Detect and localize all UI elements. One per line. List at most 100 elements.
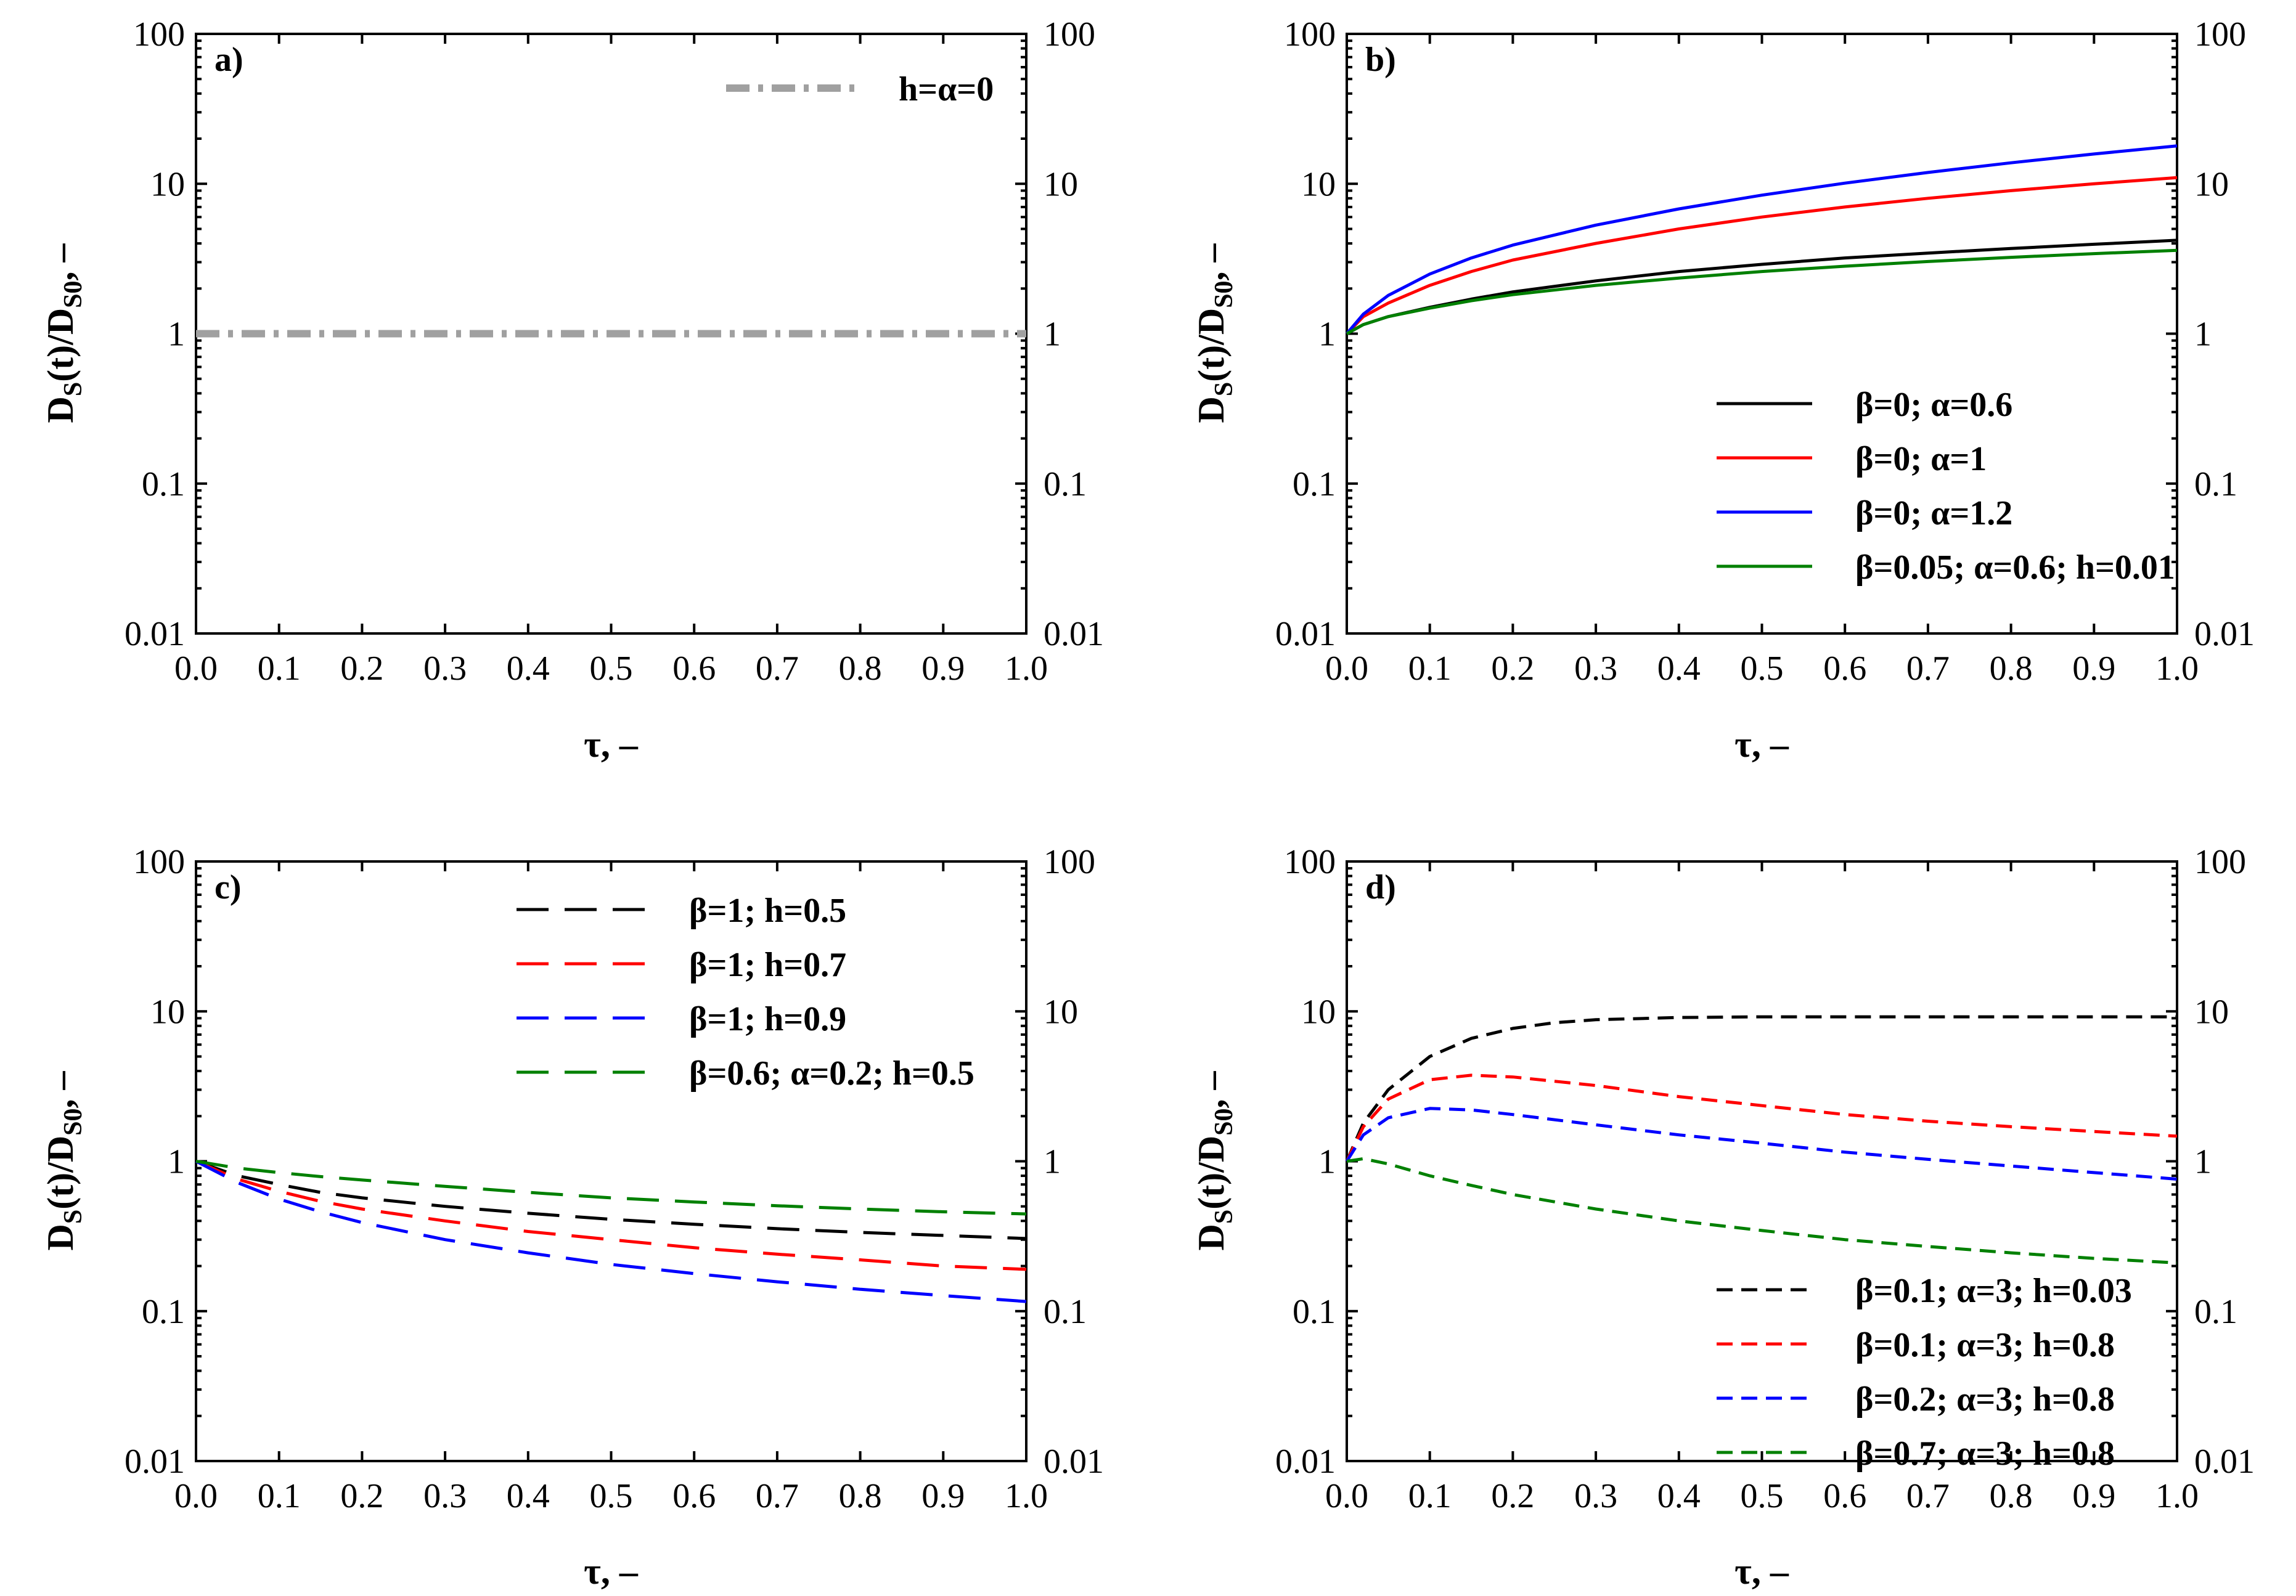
legend: β=0.1; α=3; h=0.03 β=0.1; α=3; h=0.8 β=0.2…	[1717, 1272, 2132, 1473]
x-tick-label: 0.2	[340, 1477, 383, 1515]
x-axis-title: τ, –	[584, 1551, 639, 1592]
x-tick-label: 0.4	[507, 649, 550, 688]
series-line	[1346, 248, 2178, 335]
x-tick-label: 0.9	[2072, 649, 2115, 688]
x-tick-group: 0.0 0.1 0.2 0.3 0.4 0.5 0.6 0.7 0.8 0.9 1.0	[174, 861, 1048, 1515]
plot-frame	[1346, 860, 2178, 1462]
series-line	[195, 1160, 1027, 1216]
x-tick-label: 0.3	[1574, 649, 1617, 688]
x-tick-label: 0.7	[756, 649, 799, 688]
y-tick-label-right: 0.01	[1044, 1443, 1104, 1481]
x-tick-label: 0.5	[590, 649, 633, 688]
legend-label: β=0.1; α=3; h=0.03	[1855, 1272, 2132, 1310]
y-tick-label-left: 1	[1318, 1143, 1336, 1181]
y-tick-label-left: 0.1	[142, 465, 185, 503]
x-tick-label: 0.5	[1741, 649, 1784, 688]
y-tick-label-left: 0.01	[1275, 615, 1336, 653]
y-axis-title: DS(t)/DS0, –	[1191, 1070, 1238, 1250]
panel-a: 0.0 0.1 0.2 0.3 0.4 0.5 0.6 0.7 0.8 0.9 1.0 0.01 0.…	[40, 15, 1104, 765]
x-tick-group: 0.0 0.1 0.2 0.3 0.4 0.5 0.6 0.7 0.8 0.9 1.0	[174, 34, 1048, 688]
legend-label: β=0.7; α=3; h=0.8	[1855, 1435, 2115, 1473]
series-line	[195, 1160, 1027, 1271]
x-tick-label: 0.8	[1990, 649, 2033, 688]
panel-label: d)	[1365, 868, 1396, 906]
y-tick-label-left: 10	[150, 165, 185, 203]
y-tick-label-left: 10	[1301, 165, 1336, 203]
y-tick-group: 0.01 0.01 0.1 0.1 1 1 10 10 100 100	[125, 843, 1104, 1481]
y-tick-label-right: 1	[1044, 316, 1061, 354]
y-tick-label-left: 1	[168, 1143, 185, 1181]
x-tick-group: 0.0 0.1 0.2 0.3 0.4 0.5 0.6 0.7 0.8 0.9 1.0	[1325, 861, 2199, 1515]
y-tick-label-right: 1	[2194, 1143, 2212, 1181]
x-tick-label: 1.0	[1005, 1477, 1048, 1515]
plot-frame	[195, 860, 1027, 1462]
y-tick-label-left: 0.1	[1293, 1293, 1336, 1331]
y-tick-label-right: 100	[2194, 843, 2246, 881]
x-tick-label: 0.9	[921, 649, 965, 688]
legend-label: β=0; α=1	[1855, 440, 1987, 478]
x-tick-label: 0.7	[1906, 1477, 1950, 1515]
y-tick-label-right: 100	[2194, 15, 2246, 54]
y-tick-label-left: 0.01	[1275, 1443, 1336, 1481]
legend-label: β=0; α=1.2	[1855, 494, 2012, 532]
x-tick-label: 0.1	[1408, 1477, 1452, 1515]
x-tick-label: 0.1	[258, 1477, 301, 1515]
y-tick-label-right: 10	[1044, 993, 1078, 1031]
panel-d: 0.0 0.1 0.2 0.3 0.4 0.5 0.6 0.7 0.8 0.9 1.0 0.01 0.…	[1191, 843, 2255, 1592]
legend: β=1; h=0.5 β=1; h=0.7 β=1; h=0.9 β=0.6; α=0…	[517, 892, 974, 1093]
y-tick-label-right: 10	[2194, 165, 2229, 203]
y-tick-label-right: 0.1	[1044, 465, 1087, 503]
y-tick-label-left: 0.01	[125, 1443, 185, 1481]
x-tick-label: 0.1	[1408, 649, 1452, 688]
x-tick-label: 0.2	[1491, 649, 1534, 688]
legend-label: β=1; h=0.5	[689, 892, 846, 930]
y-tick-label-right: 0.1	[2194, 465, 2237, 503]
y-tick-group: 0.01 0.01 0.1 0.1 1 1 10 10 100 100	[1275, 15, 2255, 653]
y-tick-label-right: 0.01	[2194, 615, 2255, 653]
legend-label: β=0.1; α=3; h=0.8	[1855, 1326, 2115, 1364]
y-tick-label-left: 10	[150, 993, 185, 1031]
x-tick-label: 0.1	[258, 649, 301, 688]
x-tick-group: 0.0 0.1 0.2 0.3 0.4 0.5 0.6 0.7 0.8 0.9 1.0	[1325, 34, 2199, 688]
x-tick-label: 0.8	[839, 1477, 882, 1515]
panel-c: 0.0 0.1 0.2 0.3 0.4 0.5 0.6 0.7 0.8 0.9 1.0 0.01 0.…	[40, 843, 1104, 1592]
x-tick-label: 0.9	[2072, 1477, 2115, 1515]
legend-label: β=0.05; α=0.6; h=0.01	[1855, 548, 2175, 587]
series-line	[1346, 144, 2178, 335]
x-tick-label: 1.0	[2155, 649, 2199, 688]
y-tick-label-right: 100	[1044, 843, 1095, 881]
y-tick-label-right: 100	[1044, 15, 1095, 54]
panel-label: b)	[1365, 41, 1396, 79]
x-tick-label: 0.6	[1823, 1477, 1866, 1515]
legend: h=α=0	[726, 70, 994, 108]
panel-label: c)	[214, 868, 242, 906]
x-tick-label: 1.0	[2155, 1477, 2199, 1515]
y-tick-label-right: 10	[2194, 993, 2229, 1031]
x-tick-label: 0.4	[1657, 1477, 1701, 1515]
y-tick-group: 0.01 0.01 0.1 0.1 1 1 10 10 100 100	[125, 15, 1104, 653]
series-line	[195, 1160, 1027, 1240]
x-tick-label: 0.7	[756, 1477, 799, 1515]
x-tick-label: 0.3	[423, 649, 467, 688]
series-line	[1345, 1015, 2177, 1162]
series-group	[1346, 144, 2178, 335]
y-tick-label-right: 0.01	[1044, 615, 1104, 653]
y-tick-label-left: 100	[1284, 15, 1336, 54]
y-tick-label-left: 100	[1284, 843, 1336, 881]
y-tick-label-left: 0.1	[142, 1293, 185, 1331]
x-axis-title: τ, –	[1734, 1551, 1789, 1592]
panel-b: 0.0 0.1 0.2 0.3 0.4 0.5 0.6 0.7 0.8 0.9 1.0 0.01 0.…	[1191, 15, 2255, 765]
x-tick-label: 0.6	[672, 1477, 716, 1515]
series-group	[1345, 1015, 2178, 1264]
x-tick-label: 0.7	[1906, 649, 1950, 688]
x-tick-label: 0.2	[340, 649, 383, 688]
y-tick-group: 0.01 0.01 0.1 0.1 1 1 10 10 100 100	[1275, 843, 2255, 1481]
x-tick-label: 0.8	[839, 649, 882, 688]
y-tick-label-left: 1	[168, 316, 185, 354]
x-tick-label: 0.5	[590, 1477, 633, 1515]
x-tick-label: 0.0	[174, 649, 218, 688]
y-axis-title: DS(t)/DS0, –	[40, 243, 88, 423]
series-line	[1346, 1157, 2178, 1264]
series-line	[1345, 1107, 2178, 1181]
